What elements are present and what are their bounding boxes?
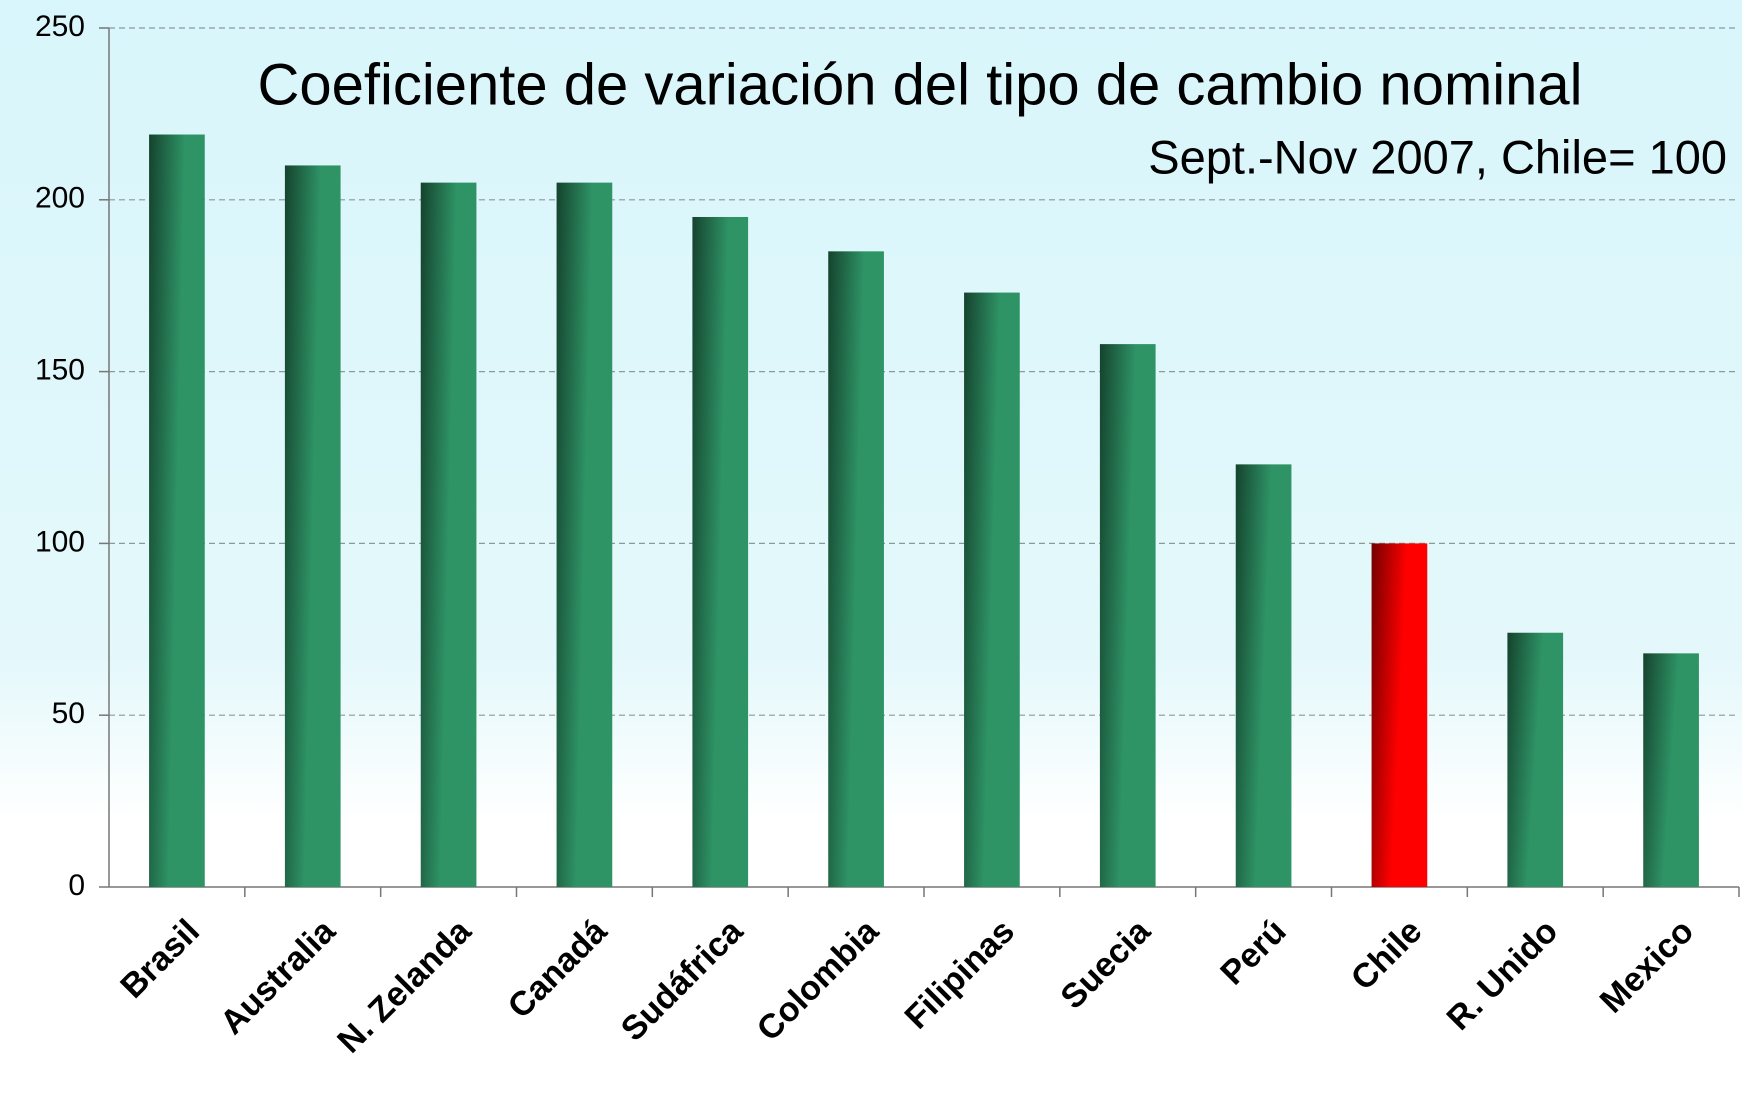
bar bbox=[149, 134, 205, 888]
bar bbox=[1099, 344, 1156, 887]
bar bbox=[1507, 632, 1564, 887]
y-tick-label: 200 bbox=[35, 182, 85, 215]
bar bbox=[420, 182, 477, 887]
y-tick-label: 100 bbox=[35, 525, 85, 558]
bar bbox=[1371, 543, 1428, 887]
chart-title: Coeficiente de variación del tipo de cam… bbox=[257, 52, 1582, 117]
bar bbox=[1643, 653, 1699, 887]
bar bbox=[1235, 464, 1292, 887]
bar bbox=[964, 292, 1020, 887]
bar bbox=[556, 182, 613, 887]
y-tick-label: 150 bbox=[35, 354, 85, 387]
y-tick-label: 250 bbox=[35, 10, 85, 43]
bar bbox=[692, 216, 749, 888]
bar bbox=[284, 165, 341, 887]
chart-subtitle: Sept.-Nov 2007, Chile= 100 bbox=[1148, 130, 1727, 183]
y-tick-label: 0 bbox=[68, 869, 85, 902]
bar bbox=[828, 251, 884, 888]
y-tick-label: 50 bbox=[52, 697, 85, 730]
